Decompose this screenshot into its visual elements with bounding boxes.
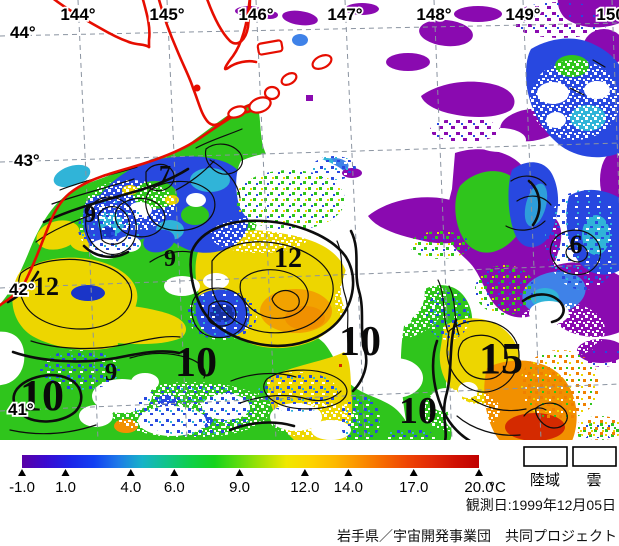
legend-cloud-label: 雲 xyxy=(586,472,601,489)
coast-lagoon xyxy=(193,84,201,92)
tick-label: 9.0 xyxy=(229,479,250,496)
contour-label: 9 xyxy=(164,246,176,272)
legend-cloud-box xyxy=(572,446,617,467)
offshore-islands xyxy=(227,39,333,119)
temperature-colorbar: -1.0 1.0 4.0 6.0 9.0 12.0 14.0 17.0 20.0… xyxy=(9,455,506,496)
colorbar-gradient xyxy=(22,455,479,468)
tick-label: -1.0 xyxy=(9,479,35,496)
tick-label: 12.0 xyxy=(290,479,319,496)
colorbar-unit: °C xyxy=(489,479,506,496)
lon-label-145: 145° xyxy=(149,5,184,24)
tick-label: 17.0 xyxy=(399,479,428,496)
speckle-texture xyxy=(40,2,619,440)
contour-label: 15 xyxy=(479,334,523,383)
lat-label-42: 42° xyxy=(9,280,35,299)
tick-label: 4.0 xyxy=(120,479,141,496)
contour-label: 10 xyxy=(399,390,437,432)
legend: 陸域 雲 xyxy=(523,446,617,489)
tick-label: 14.0 xyxy=(334,479,363,496)
coastline xyxy=(0,0,333,307)
lon-label-144: 144° xyxy=(60,5,95,24)
contour-label: 6 xyxy=(570,230,583,259)
contour-label: 10 xyxy=(339,319,381,365)
longitude-labels: 144° 145° 146° 147° 148° 149° 150° xyxy=(59,3,619,26)
tick-label: 6.0 xyxy=(164,479,185,496)
lon-label-149: 149° xyxy=(505,5,540,24)
colorbar-tick-marks xyxy=(18,469,483,476)
contour-label: 7 xyxy=(159,162,171,188)
map-area: 7 9 9 12 12 6 10 10 9 10 15 10 144° 145°… xyxy=(0,0,619,440)
contour-label: 12 xyxy=(274,243,302,274)
lat-label-44: 44° xyxy=(10,23,36,42)
contour-value-labels: 7 9 9 12 12 6 10 10 9 10 15 10 xyxy=(20,162,583,432)
latitude-labels: 44° 43° 42° 41° xyxy=(6,21,41,421)
observation-date: 観測日:1999年12月05日 xyxy=(466,497,616,513)
legend-land-label: 陸域 xyxy=(530,472,560,489)
colorbar-tick-labels: -1.0 1.0 4.0 6.0 9.0 12.0 14.0 17.0 20.0 xyxy=(9,479,494,496)
contour-label: 10 xyxy=(20,371,64,420)
credit-text: 岩手県／宇宙開発事業団 共同プロジェクト xyxy=(337,528,617,544)
contour-label: 9 xyxy=(105,359,118,386)
contour-label: 10 xyxy=(175,340,217,386)
isotherm-contours xyxy=(6,59,606,440)
lon-label-148: 148° xyxy=(416,5,451,24)
tick-label: 20.0 xyxy=(464,479,493,496)
lat-label-41: 41° xyxy=(8,400,34,419)
lat-label-43: 43° xyxy=(14,151,40,170)
contour-label: 12 xyxy=(33,272,59,301)
contour-label: 9 xyxy=(84,202,96,228)
legend-land-box xyxy=(523,446,568,467)
lon-label-147: 147° xyxy=(327,5,362,24)
lon-label-150: 150° xyxy=(596,5,619,24)
tick-label: 1.0 xyxy=(55,479,76,496)
lon-label-146: 146° xyxy=(238,5,273,24)
